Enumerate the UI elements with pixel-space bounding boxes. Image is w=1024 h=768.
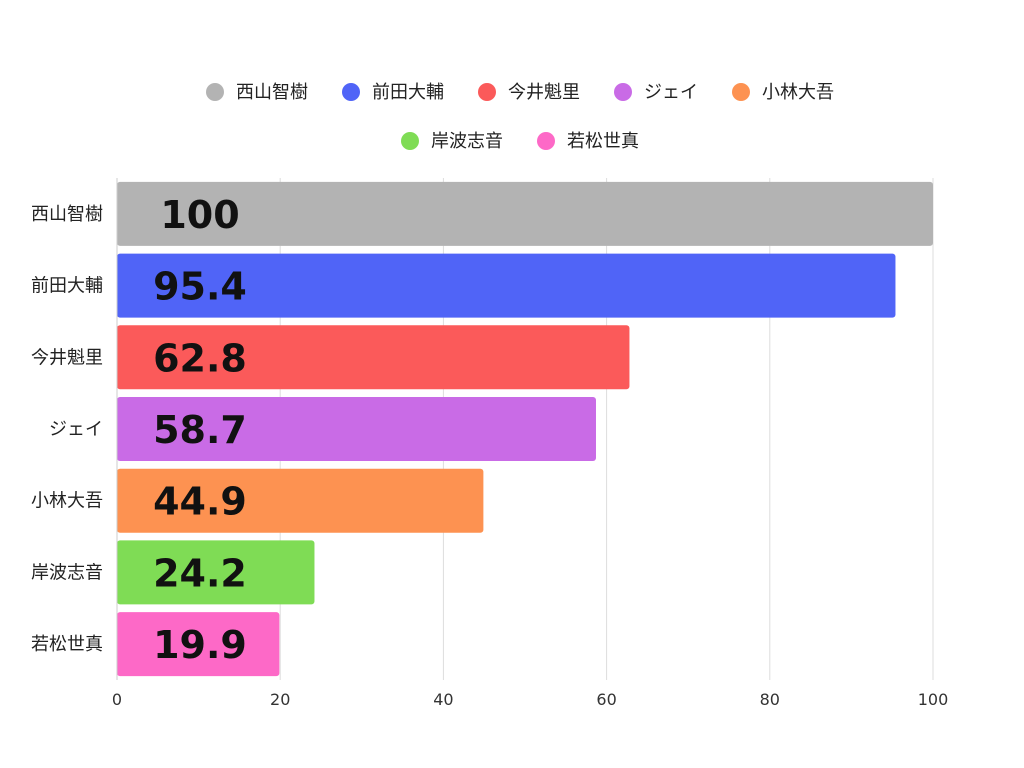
legend-swatch — [614, 83, 632, 101]
legend-item: 前田大輔 — [342, 82, 444, 103]
legend-label: 前田大輔 — [372, 82, 444, 103]
legend-item: 今井魁里 — [478, 82, 580, 103]
legend-item: 西山智樹 — [206, 82, 308, 103]
legend-label: ジェイ — [644, 82, 698, 103]
bar — [117, 253, 896, 318]
legend-item: ジェイ — [614, 82, 698, 103]
category-label: 前田大輔 — [31, 276, 103, 297]
legend-swatch — [732, 83, 750, 101]
data-label: 44.9 — [153, 480, 247, 524]
legend-item: 若松世真 — [537, 131, 639, 152]
legend-item: 岸波志音 — [401, 131, 503, 152]
data-label: 100 — [160, 193, 239, 237]
legend-item: 小林大吾 — [732, 82, 834, 103]
category-label: ジェイ — [49, 419, 103, 440]
bar — [117, 325, 630, 390]
legend-swatch — [401, 132, 419, 150]
legend-swatch — [206, 83, 224, 101]
legend-label: 岸波志音 — [431, 131, 503, 152]
tick-label: 20 — [270, 690, 290, 709]
tick-label: 80 — [760, 690, 780, 709]
bar — [117, 612, 280, 677]
category-label: 若松世真 — [31, 634, 103, 655]
data-label: 62.8 — [153, 336, 247, 380]
data-label: 19.9 — [153, 623, 247, 667]
tick-label: 60 — [596, 690, 616, 709]
tick-label: 40 — [433, 690, 453, 709]
value-axis: 0 20 40 60 80 100 — [112, 690, 948, 709]
bar — [117, 397, 596, 461]
category-label: 西山智樹 — [31, 204, 103, 225]
bar — [117, 181, 933, 246]
category-label: 小林大吾 — [31, 491, 103, 512]
legend-label: 西山智樹 — [236, 82, 308, 103]
legend-label: 小林大吾 — [762, 82, 834, 103]
bar — [117, 468, 484, 533]
bar — [117, 540, 315, 605]
data-label: 58.7 — [153, 408, 247, 452]
legend-label: 若松世真 — [567, 131, 639, 152]
legend-swatch — [342, 83, 360, 101]
data-label: 24.2 — [153, 551, 247, 595]
category-label: 岸波志音 — [31, 562, 103, 583]
category-label: 今井魁里 — [31, 347, 103, 368]
tick-label: 100 — [918, 690, 949, 709]
tick-label: 0 — [112, 690, 122, 709]
legend-swatch — [537, 132, 555, 150]
legend-swatch — [478, 83, 496, 101]
data-label: 95.4 — [153, 265, 247, 309]
legend-label: 今井魁里 — [508, 82, 580, 103]
chart-bars: 100 95.4 62.8 58.7 44.9 24.2 19.9 — [116, 178, 933, 680]
